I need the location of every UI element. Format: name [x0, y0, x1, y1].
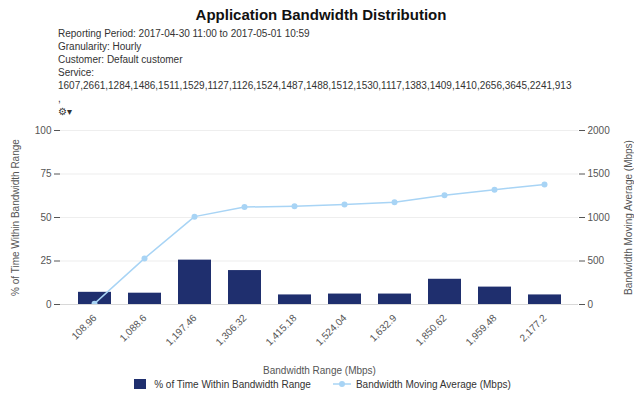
svg-text:1,524.04: 1,524.04	[313, 312, 349, 348]
html-text:Customer: Default customer: Customer: Default customer	[58, 54, 183, 65]
svg-text:75: 75	[40, 168, 52, 179]
svg-text:500: 500	[588, 255, 605, 266]
svg-text:1,632.9: 1,632.9	[367, 312, 399, 344]
svg-text:0: 0	[46, 299, 52, 310]
svg-text:1,306.32: 1,306.32	[213, 312, 249, 348]
svg-text:100: 100	[35, 125, 52, 136]
svg-text:1500: 1500	[588, 168, 611, 179]
svg-text:0: 0	[588, 299, 594, 310]
svg-text:2000: 2000	[588, 125, 611, 136]
html-text:Application Bandwidth Distribu: Application Bandwidth Distribution	[195, 6, 447, 23]
svg-text:1,850.62: 1,850.62	[413, 312, 449, 348]
svg-text:25: 25	[40, 255, 52, 266]
svg-text:Bandwidth Moving Average (Mbps: Bandwidth Moving Average (Mbps)	[623, 140, 634, 295]
svg-text:1,415.18: 1,415.18	[263, 312, 299, 348]
html-text:Granularity: Hourly: Granularity: Hourly	[58, 41, 142, 52]
svg-text:108.96: 108.96	[69, 312, 99, 342]
html-text:1607,2661,1284,1486,1511,1529,: 1607,2661,1284,1486,1511,1529,1127,1126,…	[58, 80, 572, 91]
svg-text:Bandwidth Range (Mbps): Bandwidth Range (Mbps)	[263, 365, 376, 376]
svg-text:50: 50	[40, 212, 52, 223]
svg-text:1,959.48: 1,959.48	[463, 312, 499, 348]
html-text:Service:: Service:	[58, 67, 95, 78]
svg-text:1,088.6: 1,088.6	[117, 312, 149, 344]
html-text:% of Time Within Bandwidth Ran: % of Time Within Bandwidth Range	[154, 378, 311, 390]
html-text:Bandwidth Moving Average (Mbps: Bandwidth Moving Average (Mbps)	[355, 378, 511, 390]
svg-text:1,197.46: 1,197.46	[163, 312, 199, 348]
svg-text:2,177.2: 2,177.2	[517, 312, 549, 344]
svg-text:% of Time Within Bandwidth Ran: % of Time Within Bandwidth Range	[10, 139, 21, 296]
svg-text:1000: 1000	[588, 212, 611, 223]
html-text:Reporting Period: 2017-04-30 1: Reporting Period: 2017-04-30 11:00 to 20…	[58, 28, 310, 39]
